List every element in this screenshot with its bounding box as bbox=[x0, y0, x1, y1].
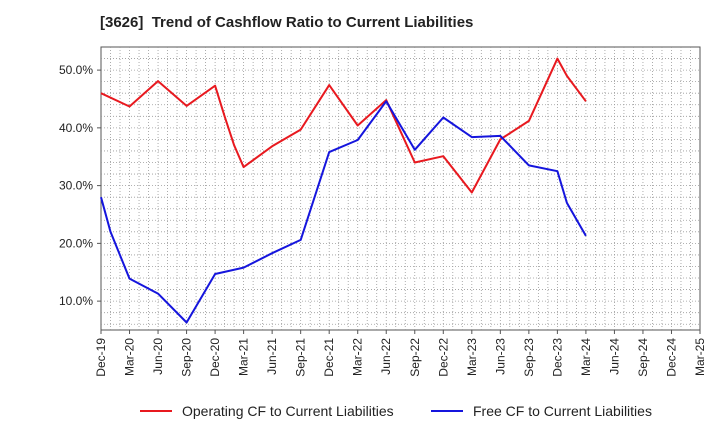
x-tick-label: Mar-20 bbox=[123, 338, 137, 376]
y-tick-label: 10.0% bbox=[59, 294, 93, 308]
x-tick-label: Dec-19 bbox=[94, 338, 108, 377]
y-tick-label: 40.0% bbox=[59, 121, 93, 135]
x-tick-label: Sep-23 bbox=[522, 338, 536, 377]
y-tick-label: 50.0% bbox=[59, 63, 93, 77]
y-tick-label: 30.0% bbox=[59, 179, 93, 193]
legend-label-2: Free CF to Current Liabilities bbox=[473, 403, 652, 419]
x-tick-label: Jun-23 bbox=[493, 338, 507, 375]
x-tick-label: Dec-23 bbox=[550, 338, 564, 377]
x-tick-label: Sep-22 bbox=[408, 338, 422, 377]
chart-title: [3626] Trend of Cashflow Ratio to Curren… bbox=[100, 14, 474, 31]
x-tick-label: Dec-24 bbox=[664, 338, 678, 377]
x-tick-label: Sep-21 bbox=[294, 338, 308, 377]
x-tick-label: Dec-22 bbox=[436, 338, 450, 377]
x-tick-label: Sep-24 bbox=[636, 338, 650, 377]
x-tick-label: Dec-20 bbox=[208, 338, 222, 377]
x-tick-label: Mar-25 bbox=[693, 338, 707, 376]
plot-area bbox=[100, 46, 701, 331]
x-tick-label: Jun-24 bbox=[607, 338, 621, 375]
x-tick-label: Mar-24 bbox=[579, 338, 593, 376]
series-line-1 bbox=[100, 57, 587, 194]
x-tick-label: Jun-20 bbox=[151, 338, 165, 375]
x-tick-label: Sep-20 bbox=[180, 338, 194, 377]
legend-label-1: Operating CF to Current Liabilities bbox=[182, 403, 394, 419]
y-tick-label: 20.0% bbox=[59, 236, 93, 250]
x-tick-label: Mar-22 bbox=[351, 338, 365, 376]
x-tick-label: Mar-21 bbox=[237, 338, 251, 376]
x-tick-label: Mar-23 bbox=[465, 338, 479, 376]
x-tick-label: Dec-21 bbox=[322, 338, 336, 377]
x-tick-label: Jun-21 bbox=[265, 338, 279, 375]
x-tick-label: Jun-22 bbox=[379, 338, 393, 375]
series-line-2 bbox=[100, 100, 587, 324]
